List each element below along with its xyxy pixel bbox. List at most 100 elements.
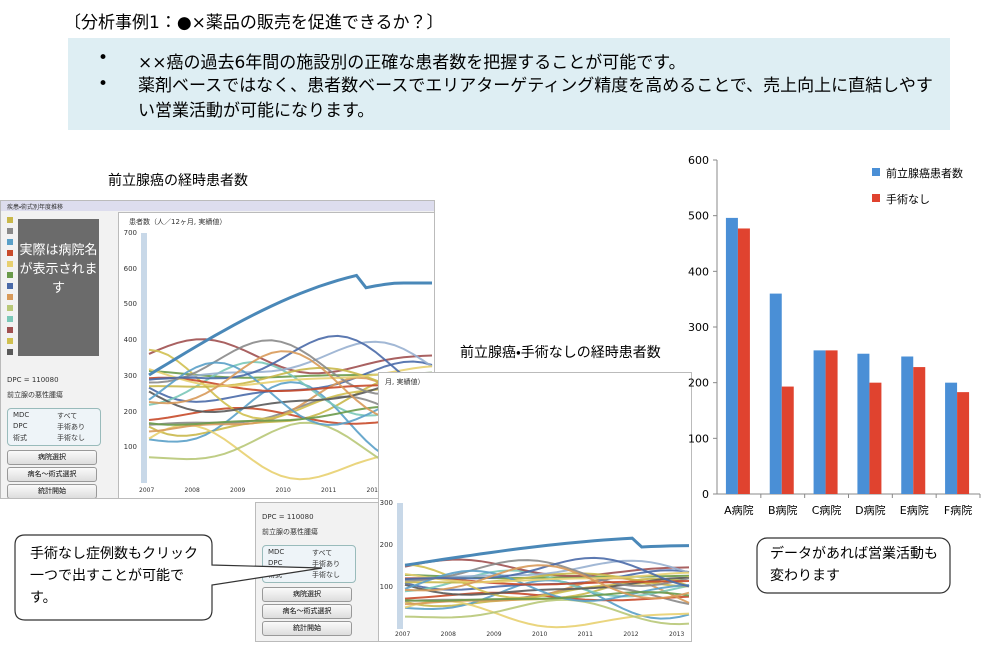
radio-option: 手術あり (57, 423, 85, 431)
x-tick-label: 2011 (321, 487, 337, 494)
screenshot-caption: 前立腺癌の経時患者数 (108, 173, 248, 189)
list-swatch (7, 327, 13, 333)
y-axis-title: 月, 実績値） (385, 378, 425, 386)
bar (957, 392, 970, 494)
svg-layer (141, 233, 433, 483)
x-tick-label: A病院 (724, 504, 754, 517)
y-tick-label: 500 (123, 300, 137, 309)
y-tick-label: 200 (688, 377, 709, 390)
overlay: 実際は病院名が表示されます (18, 219, 99, 356)
curve (405, 559, 690, 588)
list-swatch (7, 283, 13, 289)
x-tick-label: 2011 (577, 631, 593, 638)
y-tick-label: 300 (688, 321, 709, 334)
scrollbar (141, 233, 147, 483)
bar (857, 353, 870, 494)
x-tick-label: 2009 (486, 631, 502, 638)
callout-text: データがあれば営業活動も変わります (770, 546, 938, 584)
y-tick-label: 400 (688, 265, 709, 278)
x-tick-label: 2009 (230, 487, 246, 494)
radio-option: DPC (268, 559, 283, 567)
button: 病院選択 (262, 587, 352, 602)
dpc-code: DPC = 110080 (262, 513, 314, 521)
button: 病名～術式選択 (7, 467, 97, 482)
x-tick-label: 2008 (440, 631, 456, 638)
bar (769, 293, 782, 494)
button: 病院選択 (7, 450, 97, 465)
bar (945, 382, 958, 494)
curve (404, 577, 690, 586)
scrollbar (397, 503, 403, 629)
svg-layer (7, 217, 13, 355)
slide-title: 〔分析事例1：●×薬品の販売を促進できるか？〕 (64, 13, 444, 33)
list-swatch (7, 250, 13, 256)
callout-shape (756, 537, 951, 594)
radio-option: すべて (57, 412, 78, 420)
radio-box (262, 545, 356, 583)
list-swatch (7, 261, 13, 267)
button: 病名～術式選択 (262, 604, 352, 619)
x-tick-label: 2012 (366, 487, 382, 494)
disease-name: 前立腺の悪性腫瘍 (262, 528, 318, 536)
list-swatch (7, 272, 13, 278)
x-tick-label: 2010 (275, 487, 291, 494)
radio-option: すべて (312, 549, 333, 557)
bar (825, 350, 838, 494)
y-tick-label: 200 (123, 407, 137, 416)
radio-option: 手術なし (57, 434, 85, 442)
callout-text: 手術なし症例数もクリック一つで出すことが可能です。 (30, 546, 198, 606)
radio-option: 手術なし (312, 571, 340, 579)
legend-label: 前立腺癌患者数 (886, 166, 963, 180)
curve (404, 591, 690, 602)
curve (404, 571, 690, 584)
radio-option: DPC (13, 422, 28, 430)
panel-header (1, 201, 434, 211)
y-tick-label: 0 (702, 488, 709, 501)
curve (148, 340, 433, 381)
radio-box (7, 408, 101, 446)
y-tick-label: 200 (379, 541, 393, 549)
legend-label: 手術なし (886, 192, 930, 206)
list-swatch (7, 305, 13, 311)
y-tick-label: 100 (379, 583, 393, 591)
bar (913, 367, 926, 494)
y-tick-label: 600 (123, 264, 137, 273)
list-swatch (7, 217, 13, 223)
x-tick-label: C病院 (812, 504, 842, 517)
bar (901, 356, 914, 494)
screenshot-chart: 月, 実績値） 300 200 100 2007 2008 2009 2010 2011 2012… (378, 372, 692, 642)
radio-option: MDC (268, 548, 285, 556)
radio-option: MDC (13, 411, 30, 419)
bar (737, 228, 750, 494)
x-tick-label: 2007 (139, 487, 155, 494)
button: 統計開始 (7, 484, 97, 498)
bar (781, 386, 794, 494)
panel-title: 疾患・術式別年度推移 (7, 204, 64, 211)
list-swatch (7, 228, 13, 234)
x-tick-label: B病院 (768, 504, 798, 517)
y-tick-label: 100 (688, 432, 709, 445)
legend-swatch (872, 194, 880, 202)
curve (404, 564, 690, 600)
radio-option: 手術あり (312, 560, 340, 568)
curve (404, 559, 690, 580)
bar (869, 382, 882, 494)
screenshot-caption: 前立腺癌・手術なしの経時患者数 (460, 345, 661, 361)
y-tick-label: 700 (123, 229, 137, 237)
x-tick-label: 2007 (395, 631, 411, 638)
y-tick-label: 500 (688, 210, 709, 223)
svg-layer (397, 503, 690, 629)
list-swatch (7, 338, 13, 344)
screenshot-panel: DPC = 110080前立腺の悪性腫瘍MDCDPC術式すべて手術あり手術なし病… (255, 502, 380, 642)
y-tick-label: 100 (123, 443, 137, 452)
x-tick-label: D病院 (855, 504, 885, 517)
bullet-box: • ××癌の過去6年間の施設別の正確な患者数を把握することが可能です。 • 薬剤… (68, 38, 950, 130)
screenshot-chart: 患者数（人／12ヶ月, 実績値） 700 600 500 400 300 200 100 200… (118, 212, 435, 499)
list-swatch (7, 316, 13, 322)
bar (813, 350, 826, 494)
y-tick-label: 400 (123, 336, 137, 345)
y-tick-label: 300 (379, 499, 393, 507)
x-tick-label: F病院 (944, 504, 972, 517)
